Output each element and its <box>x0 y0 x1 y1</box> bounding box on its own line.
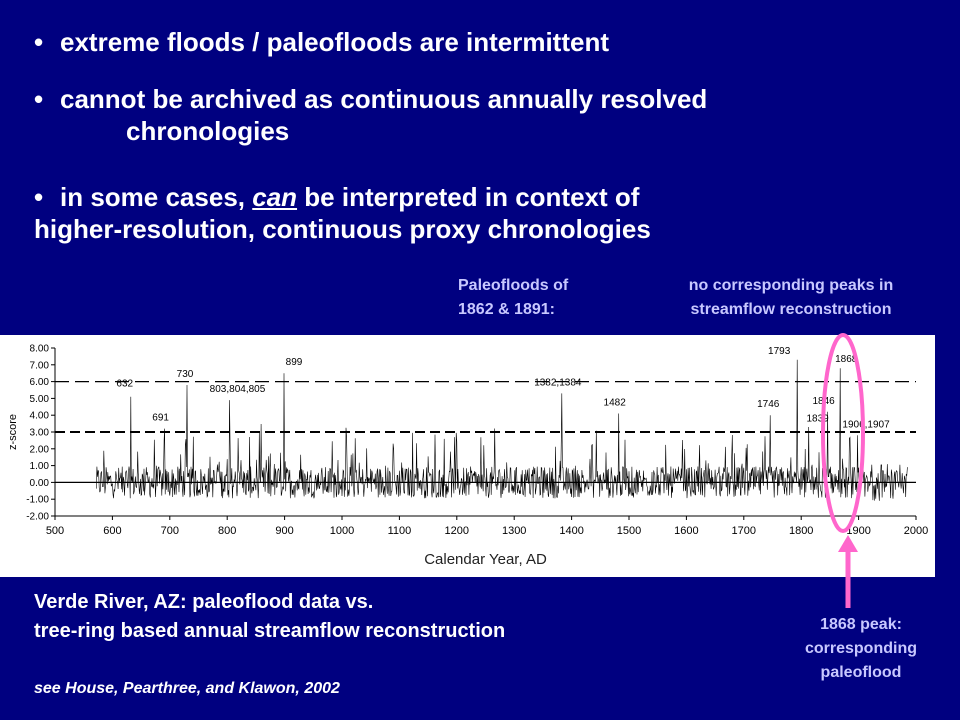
y-tick-label: 7.00 <box>30 360 50 371</box>
x-tick-label: 1600 <box>674 525 698 537</box>
x-tick-label: 1500 <box>617 525 641 537</box>
x-tick-label: 1400 <box>559 525 583 537</box>
y-tick-label: -1.00 <box>26 495 49 506</box>
bullet-3-text-3: higher-resolution, continuous proxy chro… <box>34 214 651 244</box>
peak-note-line-1: 1868 peak: <box>820 616 902 633</box>
bullet-2-continuation: chronologies <box>126 116 290 146</box>
y-tick-label: -2.00 <box>26 512 49 523</box>
y-tick-label: 6.00 <box>30 377 50 388</box>
x-tick-label: 700 <box>161 525 179 537</box>
x-tick-label: 800 <box>218 525 236 537</box>
y-tick-label: 2.00 <box>30 444 50 455</box>
bullet-1-text: extreme floods / paleofloods are intermi… <box>60 27 609 57</box>
peak-label: 1382,1384 <box>534 377 582 388</box>
bullet-marker: • <box>34 27 44 57</box>
peak-note: 1868 peak: corresponding paleoflood <box>776 613 946 685</box>
peak-label: 730 <box>177 369 194 380</box>
y-tick-label: 8.00 <box>30 344 50 355</box>
x-tick-label: 1900 <box>846 525 870 537</box>
no-peaks-header-line-2: streamflow reconstruction <box>690 301 892 318</box>
paleoflood-header-line-1: Paleofloods of <box>458 277 569 294</box>
peak-label: 1482 <box>604 398 627 409</box>
x-tick-label: 900 <box>275 525 293 537</box>
bullet-2: • cannot be archived as continuous annual… <box>34 83 707 147</box>
peak-label: 1846 <box>812 396 835 407</box>
peak-label: 691 <box>152 413 169 424</box>
peak-note-line-3: paleoflood <box>820 664 902 681</box>
x-tick-label: 1100 <box>388 525 412 537</box>
y-tick-label: 5.00 <box>30 394 50 405</box>
x-tick-label: 500 <box>46 525 64 537</box>
peak-label: 1746 <box>757 399 780 410</box>
x-tick-label: 1700 <box>732 525 756 537</box>
chart-caption: Verde River, AZ: paleoflood data vs. tre… <box>34 588 505 646</box>
y-axis-label: z-score <box>7 414 19 450</box>
y-tick-label: 1.00 <box>30 461 50 472</box>
citation: see House, Pearthree, and Klawon, 2002 <box>34 680 340 697</box>
bullet-marker: • <box>34 182 44 212</box>
no-peaks-header: no corresponding peaks in streamflow rec… <box>650 274 932 322</box>
streamflow-chart: 8.00 7.00 6.00 5.00 4.00 3.00 2.00 1.00 0.00 -1.0… <box>0 335 935 577</box>
streamflow-series-line <box>96 359 908 501</box>
peak-label: 1839 <box>806 414 829 425</box>
peak-label: 1793 <box>768 346 791 357</box>
chart-svg: 8.00 7.00 6.00 5.00 4.00 3.00 2.00 1.00 0.00 -1.0… <box>7 344 928 569</box>
bullet-3-emphasis: can <box>252 182 298 212</box>
caption-line-2: tree-ring based annual streamflow recons… <box>34 620 506 642</box>
x-tick-label: 600 <box>103 525 121 537</box>
peak-label: 632 <box>116 379 133 390</box>
bullet-2-text: cannot be archived as continuous annuall… <box>60 84 708 114</box>
x-tick-label: 1200 <box>445 525 469 537</box>
caption-line-1: Verde River, AZ: paleoflood data vs. <box>34 591 374 613</box>
peak-label: 899 <box>286 357 303 368</box>
peak-label: 803,804,805 <box>210 384 266 395</box>
bullet-marker: • <box>34 84 44 114</box>
x-tick-label: 1000 <box>330 525 354 537</box>
y-tick-label: 0.00 <box>30 478 50 489</box>
x-tick-label: 1300 <box>502 525 526 537</box>
peak-label: 1906,1907 <box>842 420 890 431</box>
bullet-3: • in some cases, can be interpreted in co… <box>34 181 651 245</box>
peak-note-line-2: corresponding <box>804 640 917 657</box>
y-tick-label: 3.00 <box>30 428 50 439</box>
paleoflood-header-line-2: 1862 & 1891: <box>458 301 555 318</box>
y-tick-label: 4.00 <box>30 411 50 422</box>
x-tick-label: 1800 <box>789 525 813 537</box>
no-peaks-header-line-1: no corresponding peaks in <box>688 277 894 294</box>
x-axis-label: Calendar Year, AD <box>424 551 547 568</box>
bullet-1: • extreme floods / paleofloods are interm… <box>34 26 609 58</box>
x-tick-label: 2000 <box>904 525 928 537</box>
peak-label: 1868 <box>835 354 858 365</box>
paleoflood-header: Paleofloods of 1862 & 1891: <box>458 274 618 322</box>
bullet-3-text: in some cases, <box>60 182 245 212</box>
bullet-3-text-2: be interpreted in context of <box>304 182 640 212</box>
